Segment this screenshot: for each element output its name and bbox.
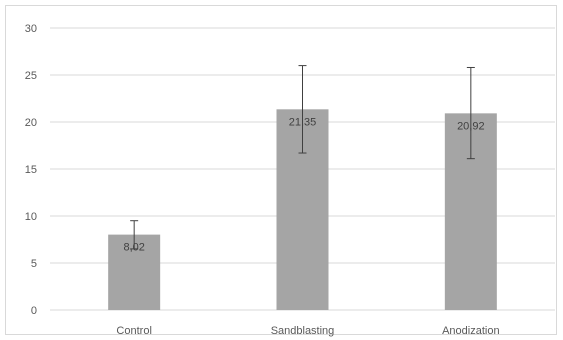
data-label-sandblasting: 21,35 — [289, 116, 317, 128]
x-tick-label-control: Control — [116, 325, 151, 337]
x-axis-tick-labels: Control Sandblasting Anodization — [116, 325, 499, 337]
x-tick-label-anodization: Anodization — [442, 325, 500, 337]
error-bar-anodization — [466, 66, 475, 160]
data-label-control: 8,02 — [123, 242, 144, 254]
x-tick-label-sandblasting: Sandblasting — [271, 325, 335, 337]
data-labels: 8,02 21,35 20,92 — [123, 116, 484, 253]
data-label-anodization: 20,92 — [457, 120, 485, 132]
y-tick-label: 30 — [25, 23, 37, 35]
y-tick-label: 20 — [25, 117, 37, 129]
error-bar-sandblasting — [298, 65, 307, 154]
y-axis-tick-labels: 0 5 10 15 20 25 30 — [25, 23, 37, 317]
error-bars — [130, 65, 475, 250]
y-tick-label: 0 — [31, 305, 37, 317]
y-tick-label: 10 — [25, 211, 37, 223]
y-tick-label: 5 — [31, 258, 37, 270]
y-tick-label: 25 — [25, 70, 37, 82]
error-bar-control — [130, 220, 139, 250]
y-tick-label: 15 — [25, 164, 37, 176]
